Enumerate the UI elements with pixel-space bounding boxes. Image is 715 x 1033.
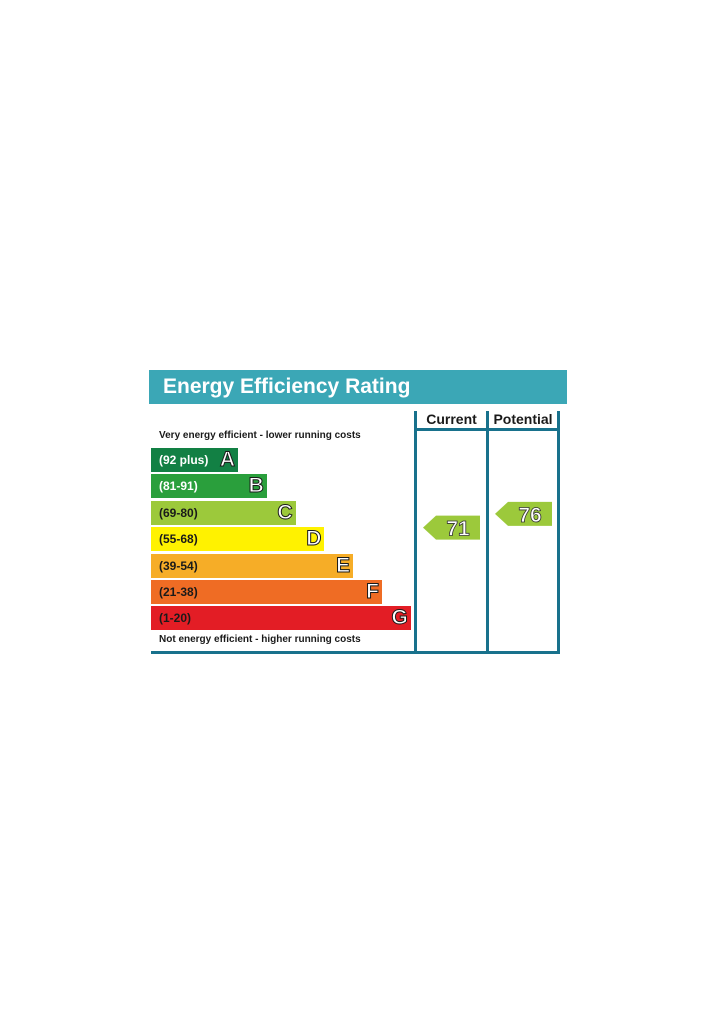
energy-efficiency-chart: Energy Efficiency Rating Current Potenti… — [149, 370, 567, 656]
current-rating-arrow — [423, 515, 480, 540]
band-range-label: (92 plus) — [159, 453, 209, 467]
bottom-caption: Not energy efficient - higher running co… — [159, 634, 361, 645]
chart-title: Energy Efficiency Rating — [163, 375, 411, 398]
band-letter-label: A — [219, 448, 235, 471]
current-column-right-rule — [486, 411, 489, 654]
top-caption: Very energy efficient - lower running co… — [159, 430, 361, 441]
current-column-left-rule — [414, 411, 417, 654]
title-bar: Energy Efficiency Rating — [149, 370, 567, 404]
band-a: (92 plus) A — [151, 448, 238, 472]
current-column-header: Current — [426, 411, 477, 427]
band-letter-label: E — [336, 553, 351, 577]
potential-rating-arrow — [495, 501, 552, 526]
header-underline — [414, 428, 560, 431]
band-letter-label: D — [306, 527, 322, 551]
potential-column-header: Potential — [493, 411, 553, 427]
band-letter-label: C — [277, 500, 293, 524]
band-range-label: (81-91) — [159, 479, 198, 494]
band-letter-label: F — [366, 580, 380, 603]
band-range-label: (69-80) — [159, 505, 198, 520]
band-f: (21-38) F — [151, 580, 382, 604]
band-g: (1-20) G — [151, 606, 411, 631]
band-range-label: (39-54) — [159, 558, 198, 573]
band-e: (39-54) E — [151, 553, 354, 578]
band-range-label: (1-20) — [159, 611, 192, 626]
band-c: (69-80) C — [151, 500, 296, 525]
band-range-label: (21-38) — [159, 585, 198, 599]
bottom-rule — [151, 651, 560, 654]
potential-column-right-rule — [557, 411, 560, 654]
band-b: (81-91) B — [151, 474, 267, 499]
potential-rating-value: 76 — [518, 504, 541, 527]
rating-arrows: 71 76 — [423, 501, 552, 541]
band-d: (55-68) D — [151, 527, 325, 552]
band-range-label: (55-68) — [159, 532, 198, 547]
current-rating-value: 71 — [446, 518, 470, 541]
band-letter-label: B — [248, 474, 264, 498]
band-letter-label: G — [391, 606, 408, 630]
